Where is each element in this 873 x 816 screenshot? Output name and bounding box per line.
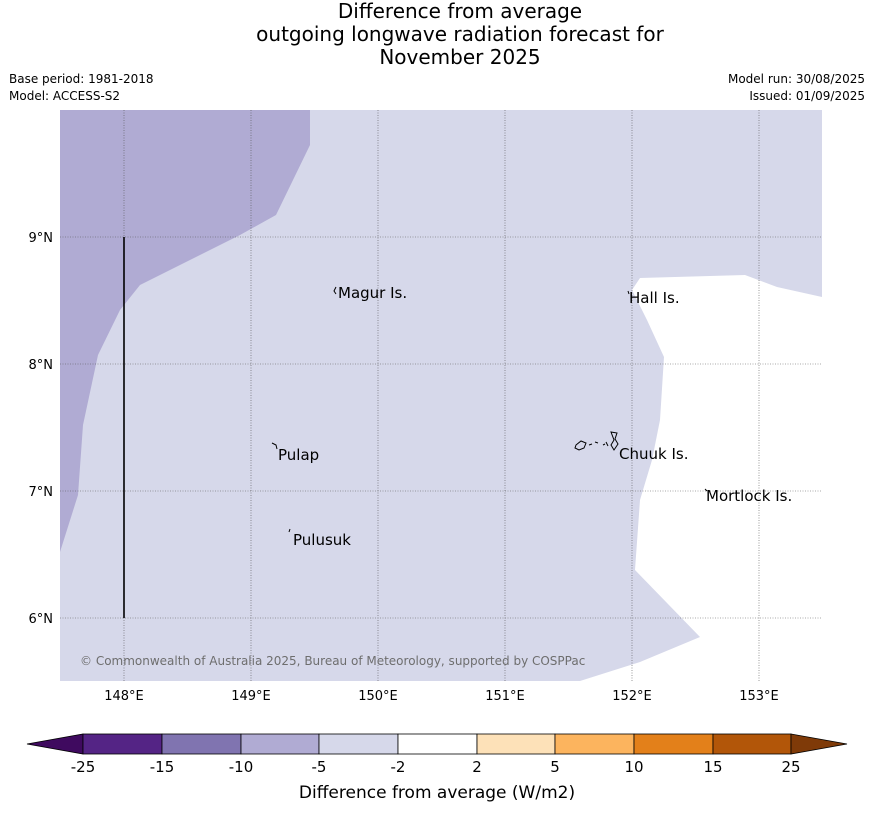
colorbar-swatch [712, 733, 792, 755]
lon-tick-label: 151°E [485, 689, 525, 704]
colorbar-swatch [476, 733, 556, 755]
colorbar-tick-label: 10 [624, 758, 643, 776]
lat-tick-label: 8°N [29, 358, 54, 373]
island-chuuk [574, 431, 619, 451]
chart-title: Difference from average outgoing longwav… [0, 0, 873, 69]
colorbar-tick-label: 15 [703, 758, 722, 776]
colorbar-swatch [240, 733, 320, 755]
base-period-text: Base period: 1981-2018 [9, 72, 154, 86]
colorbar-tick-label: -15 [150, 758, 175, 776]
colorbar-swatch [318, 733, 399, 755]
lon-tick-label: 148°E [104, 689, 144, 704]
place-label-pulusuk: Pulusuk [293, 531, 351, 549]
island-pulap [271, 442, 278, 450]
model-text: Model: ACCESS-S2 [9, 89, 121, 103]
lat-tick-label: 7°N [29, 485, 54, 500]
colorbar-tick-label: -10 [229, 758, 254, 776]
colorbar-swatch [397, 733, 478, 755]
copyright-text: © Commonwealth of Australia 2025, Bureau… [80, 654, 585, 668]
colorbar-tick-label: -25 [71, 758, 96, 776]
place-label-mortlock: Mortlock Is. [706, 487, 792, 505]
latitude-ticks: 9°N 8°N 7°N 6°N [29, 231, 54, 627]
region-minus15-to-minus10 [60, 110, 310, 552]
island-pulusuk [288, 528, 291, 533]
meta-right: Model run: 30/08/2025 Issued: 01/09/2025 [728, 71, 865, 105]
lat-tick-label: 6°N [29, 612, 54, 627]
island-mortlock [704, 488, 708, 492]
place-label-magur: Magur Is. [338, 284, 407, 302]
colorbar-title: Difference from average (W/m2) [299, 783, 575, 803]
region-minus2-to-2 [580, 275, 822, 681]
place-label-chuuk: Chuuk Is. [619, 445, 688, 463]
lon-tick-label: 153°E [739, 689, 779, 704]
colorbar-tick-label: 2 [472, 758, 482, 776]
title-line-3: November 2025 [379, 45, 541, 69]
graticule [60, 110, 822, 681]
colorbar-swatch [82, 733, 163, 755]
island-magur [333, 286, 337, 295]
colorbar-swatch [554, 733, 635, 755]
colorbar-tick-label: 25 [781, 758, 800, 776]
anomaly-field [60, 110, 822, 681]
place-label-pulap: Pulap [278, 446, 319, 464]
island-hall [627, 290, 630, 295]
colorbar-swatch [161, 733, 242, 755]
issued-text: Issued: 01/09/2025 [749, 89, 865, 103]
meta-left: Base period: 1981-2018 Model: ACCESS-S2 [9, 71, 154, 105]
island-outlines [271, 286, 708, 533]
lat-tick-label: 9°N [29, 231, 54, 246]
title-line-1: Difference from average [337, 0, 583, 23]
lon-tick-label: 150°E [358, 689, 398, 704]
place-labels: Magur Is. Hall Is. Pulap Chuuk Is. Mortl… [278, 284, 792, 549]
colorbar-tick-label: 5 [550, 758, 560, 776]
title-line-2: outgoing longwave radiation forecast for [256, 22, 664, 46]
colorbar-extend-left [26, 733, 84, 755]
place-label-hall: Hall Is. [629, 289, 680, 307]
colorbar-extend-right [790, 733, 848, 755]
colorbar-tick-label: -2 [391, 758, 406, 776]
colorbar-tick-label: -5 [312, 758, 327, 776]
colorbar-swatch [633, 733, 714, 755]
model-run-text: Model run: 30/08/2025 [727, 72, 865, 86]
lon-tick-label: 152°E [612, 689, 652, 704]
lon-tick-label: 149°E [231, 689, 271, 704]
longitude-ticks: 148°E 149°E 150°E 151°E 152°E 153°E [104, 689, 779, 704]
colorbar-ticks: -25 -15 -10 -5 -2 2 5 10 15 25 [71, 758, 801, 776]
colorbar: -25 -15 -10 -5 -2 2 5 10 15 25 Differenc… [26, 733, 848, 803]
